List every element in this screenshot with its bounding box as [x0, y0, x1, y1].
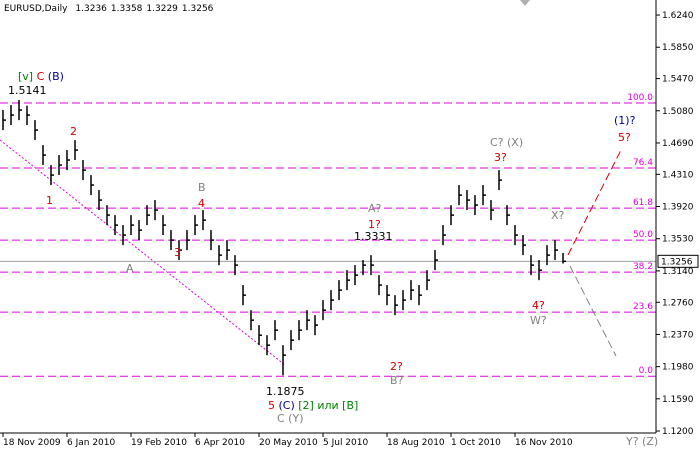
fib-level-label: 50.0 — [633, 230, 653, 240]
wave-label: 4? — [532, 299, 545, 312]
wave-label-part: B? — [390, 374, 404, 387]
wave-label: 3? — [494, 151, 507, 164]
x-tick-label: 18 Aug 2010 — [387, 438, 445, 448]
wave-label: B — [198, 181, 206, 194]
y-tick-label: 1.3530 — [662, 235, 694, 245]
wave-label: 1.3331 — [354, 230, 393, 243]
wave-label-part: 2? — [390, 360, 403, 373]
wave-label-part: 2 — [70, 125, 77, 138]
wave-label-part: X? — [551, 209, 565, 222]
x-tick-label: 16 Nov 2010 — [515, 438, 573, 448]
wave-label: 5? — [618, 131, 631, 144]
y-tick-label: 1.2370 — [662, 330, 694, 340]
x-tick-label: 6 Jan 2010 — [67, 438, 115, 448]
last-open: 1.3236 — [75, 4, 107, 14]
fib-level-label: 61.8 — [633, 198, 653, 208]
wave-label-part: 1 — [46, 194, 53, 207]
wave-label-part: 3 — [174, 246, 181, 259]
x-tick-label: 20 May 2010 — [259, 438, 318, 448]
wave-label-part: [2] или [B] — [295, 399, 359, 412]
axes: 1.6240 1.5850 1.5470 1.5080 1.4690 1.4310 1.39… — [2, 11, 699, 448]
wave-label: A — [126, 262, 134, 275]
wave-label-part: (1)? — [614, 114, 636, 127]
wave-label: 1.1875 — [266, 385, 305, 398]
wave-label: 3 — [174, 246, 181, 259]
wave-label-part: A? — [368, 202, 382, 215]
y-tick-label: 1.4310 — [662, 170, 694, 180]
wave-label: C? (X) — [490, 136, 523, 149]
fib-level-label: 0.0 — [639, 366, 654, 376]
wave-label-part: 1.3331 — [354, 230, 393, 243]
wave-label: W? — [530, 314, 547, 327]
wave-label-part: W? — [530, 314, 547, 327]
wave-label-part: 1.5141 — [8, 84, 47, 97]
fib-level-label: 23.6 — [633, 302, 653, 312]
y-tick-label: 1.1200 — [662, 427, 694, 437]
last-close: 1.3256 — [182, 4, 214, 14]
wave-label-part: 4 — [198, 197, 205, 210]
x-tick-label: 5 Jul 2010 — [323, 438, 368, 448]
last-high: 1.3358 — [111, 4, 143, 14]
wave-label-part: 1? — [368, 218, 381, 231]
y-tick-label: 1.5470 — [662, 75, 694, 85]
trend-line — [0, 139, 286, 366]
wave-label-part: 5? — [618, 131, 631, 144]
current-price-box — [657, 254, 699, 268]
wave-label: 5 (C) [2] или [B] — [268, 399, 358, 412]
wave-label-part: C (Y) — [277, 412, 303, 425]
wave-label: C (Y) — [277, 412, 303, 425]
wave-label: [v] C (B) — [18, 70, 64, 83]
price-bars — [2, 100, 566, 376]
wave-label-part: (C) — [275, 399, 295, 412]
y-tick-label: 1.3140 — [662, 267, 694, 277]
wave-label-part: (B) — [44, 70, 64, 83]
wave-label-part: 1.1875 — [266, 385, 305, 398]
wave-label-part: C? (X) — [490, 136, 523, 149]
wave-label: X? — [551, 209, 565, 222]
fib-level-label: 100.0 — [627, 93, 653, 103]
wave-label: 1? — [368, 218, 381, 231]
y-tick-label: 1.5850 — [662, 43, 694, 53]
x-tick-label: 6 Apr 2010 — [195, 438, 245, 448]
symbol: EURUSD,Daily — [4, 4, 68, 14]
y-tick-label: 1.3920 — [662, 203, 694, 213]
last-low: 1.3229 — [146, 4, 178, 14]
y-tick-label: 1.5080 — [662, 107, 694, 117]
fib-level-label: 38.2 — [633, 262, 653, 272]
wave-label-part: 3? — [494, 151, 507, 164]
projection-up — [567, 147, 623, 256]
wave-label-part: A — [126, 262, 134, 275]
wave-label: Y? (Z) — [625, 435, 658, 448]
y-tick-label: 1.1980 — [662, 363, 694, 373]
wave-label: 1 — [46, 194, 53, 207]
chart-header: EURUSD,Daily 1.3236 1.3358 1.3229 1.3256 — [4, 4, 214, 14]
y-tick-label: 1.1590 — [662, 395, 694, 405]
x-tick-label: 1 Oct 2010 — [451, 438, 501, 448]
y-tick-label: 1.4690 — [662, 139, 694, 149]
y-tick-label: 1.6240 — [662, 11, 694, 21]
wave-label-part: 5 — [268, 399, 275, 412]
wave-label: 2 — [70, 125, 77, 138]
annotations: [v] C (B)1.5141 2 1 B 4 A 3 A? 1?1.3331 2?B? C? (X… — [8, 70, 658, 448]
wave-label-part: Y? (Z) — [625, 435, 658, 448]
wave-label-part: B — [198, 181, 206, 194]
wave-label: B? — [390, 374, 404, 387]
wave-label-part: 4? — [532, 299, 545, 312]
wave-label-part: [v] — [18, 70, 33, 83]
x-tick-label: 18 Nov 2009 — [3, 438, 61, 448]
current-price-label: 1.3256 — [661, 257, 693, 267]
x-tick-label: 19 Feb 2010 — [131, 438, 187, 448]
wave-label: 4 — [198, 197, 205, 210]
y-tick-label: 1.2760 — [662, 298, 694, 308]
fib-level-label: 76.4 — [633, 158, 653, 168]
wave-label-part: C — [33, 70, 44, 83]
wave-label: (1)? — [614, 114, 636, 127]
wave-label: 1.5141 — [8, 84, 47, 97]
projection-down — [569, 265, 617, 357]
wave-label: 2? — [390, 360, 403, 373]
shift-marker — [520, 0, 530, 6]
wave-label: A? — [368, 202, 382, 215]
